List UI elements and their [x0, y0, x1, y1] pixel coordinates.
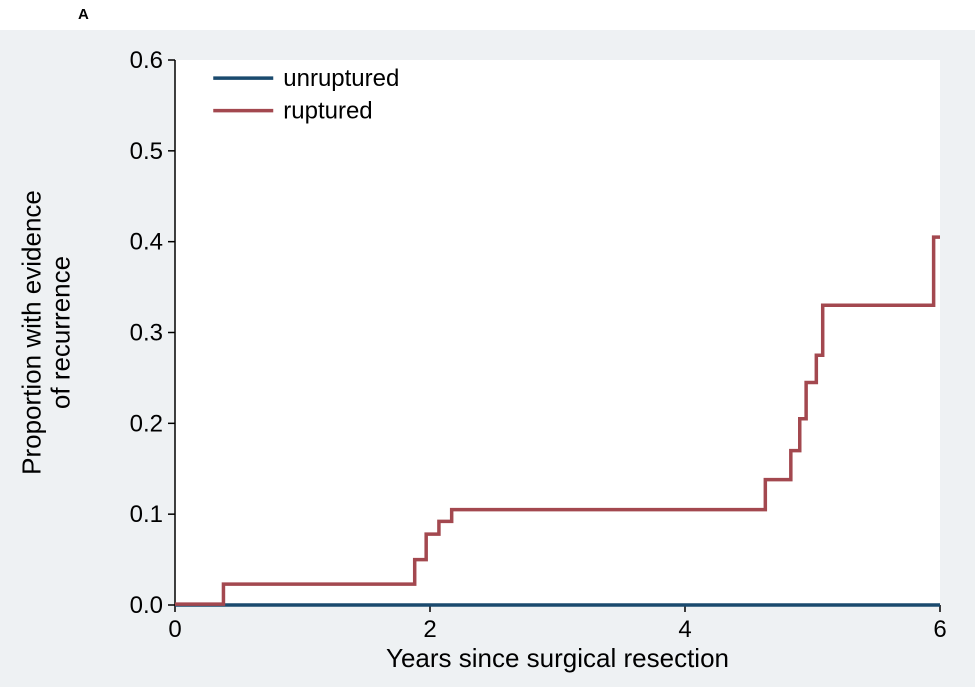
survival-chart: 0.0 0.1 0.2 0.3 0.4 0.5 0.6 0 2 4 6 Years since sur… [0, 30, 975, 687]
svg-text:4: 4 [678, 616, 691, 643]
svg-text:0.1: 0.1 [130, 501, 163, 528]
svg-text:2: 2 [423, 616, 436, 643]
svg-text:Proportion with evidence: Proportion with evidence [17, 190, 47, 475]
svg-text:0.3: 0.3 [130, 320, 163, 347]
svg-text:0.2: 0.2 [130, 410, 163, 437]
svg-text:0.4: 0.4 [130, 229, 163, 256]
svg-text:of recurrence: of recurrence [45, 256, 75, 409]
chart-container: A 0.0 0.1 0.2 0.3 0.4 0.5 0.6 0 2 4 6 Years since s… [0, 0, 975, 687]
svg-text:unruptured: unruptured [283, 65, 399, 92]
svg-text:0: 0 [168, 616, 181, 643]
chart-area: 0.0 0.1 0.2 0.3 0.4 0.5 0.6 0 2 4 6 Years since sur… [0, 30, 975, 687]
svg-text:6: 6 [933, 616, 946, 643]
svg-text:0.6: 0.6 [130, 47, 163, 74]
svg-text:0.5: 0.5 [130, 138, 163, 165]
svg-text:ruptured: ruptured [283, 98, 372, 125]
svg-text:0.0: 0.0 [130, 592, 163, 619]
panel-label: A [78, 6, 89, 23]
svg-text:Years since surgical resection: Years since surgical resection [386, 643, 729, 673]
